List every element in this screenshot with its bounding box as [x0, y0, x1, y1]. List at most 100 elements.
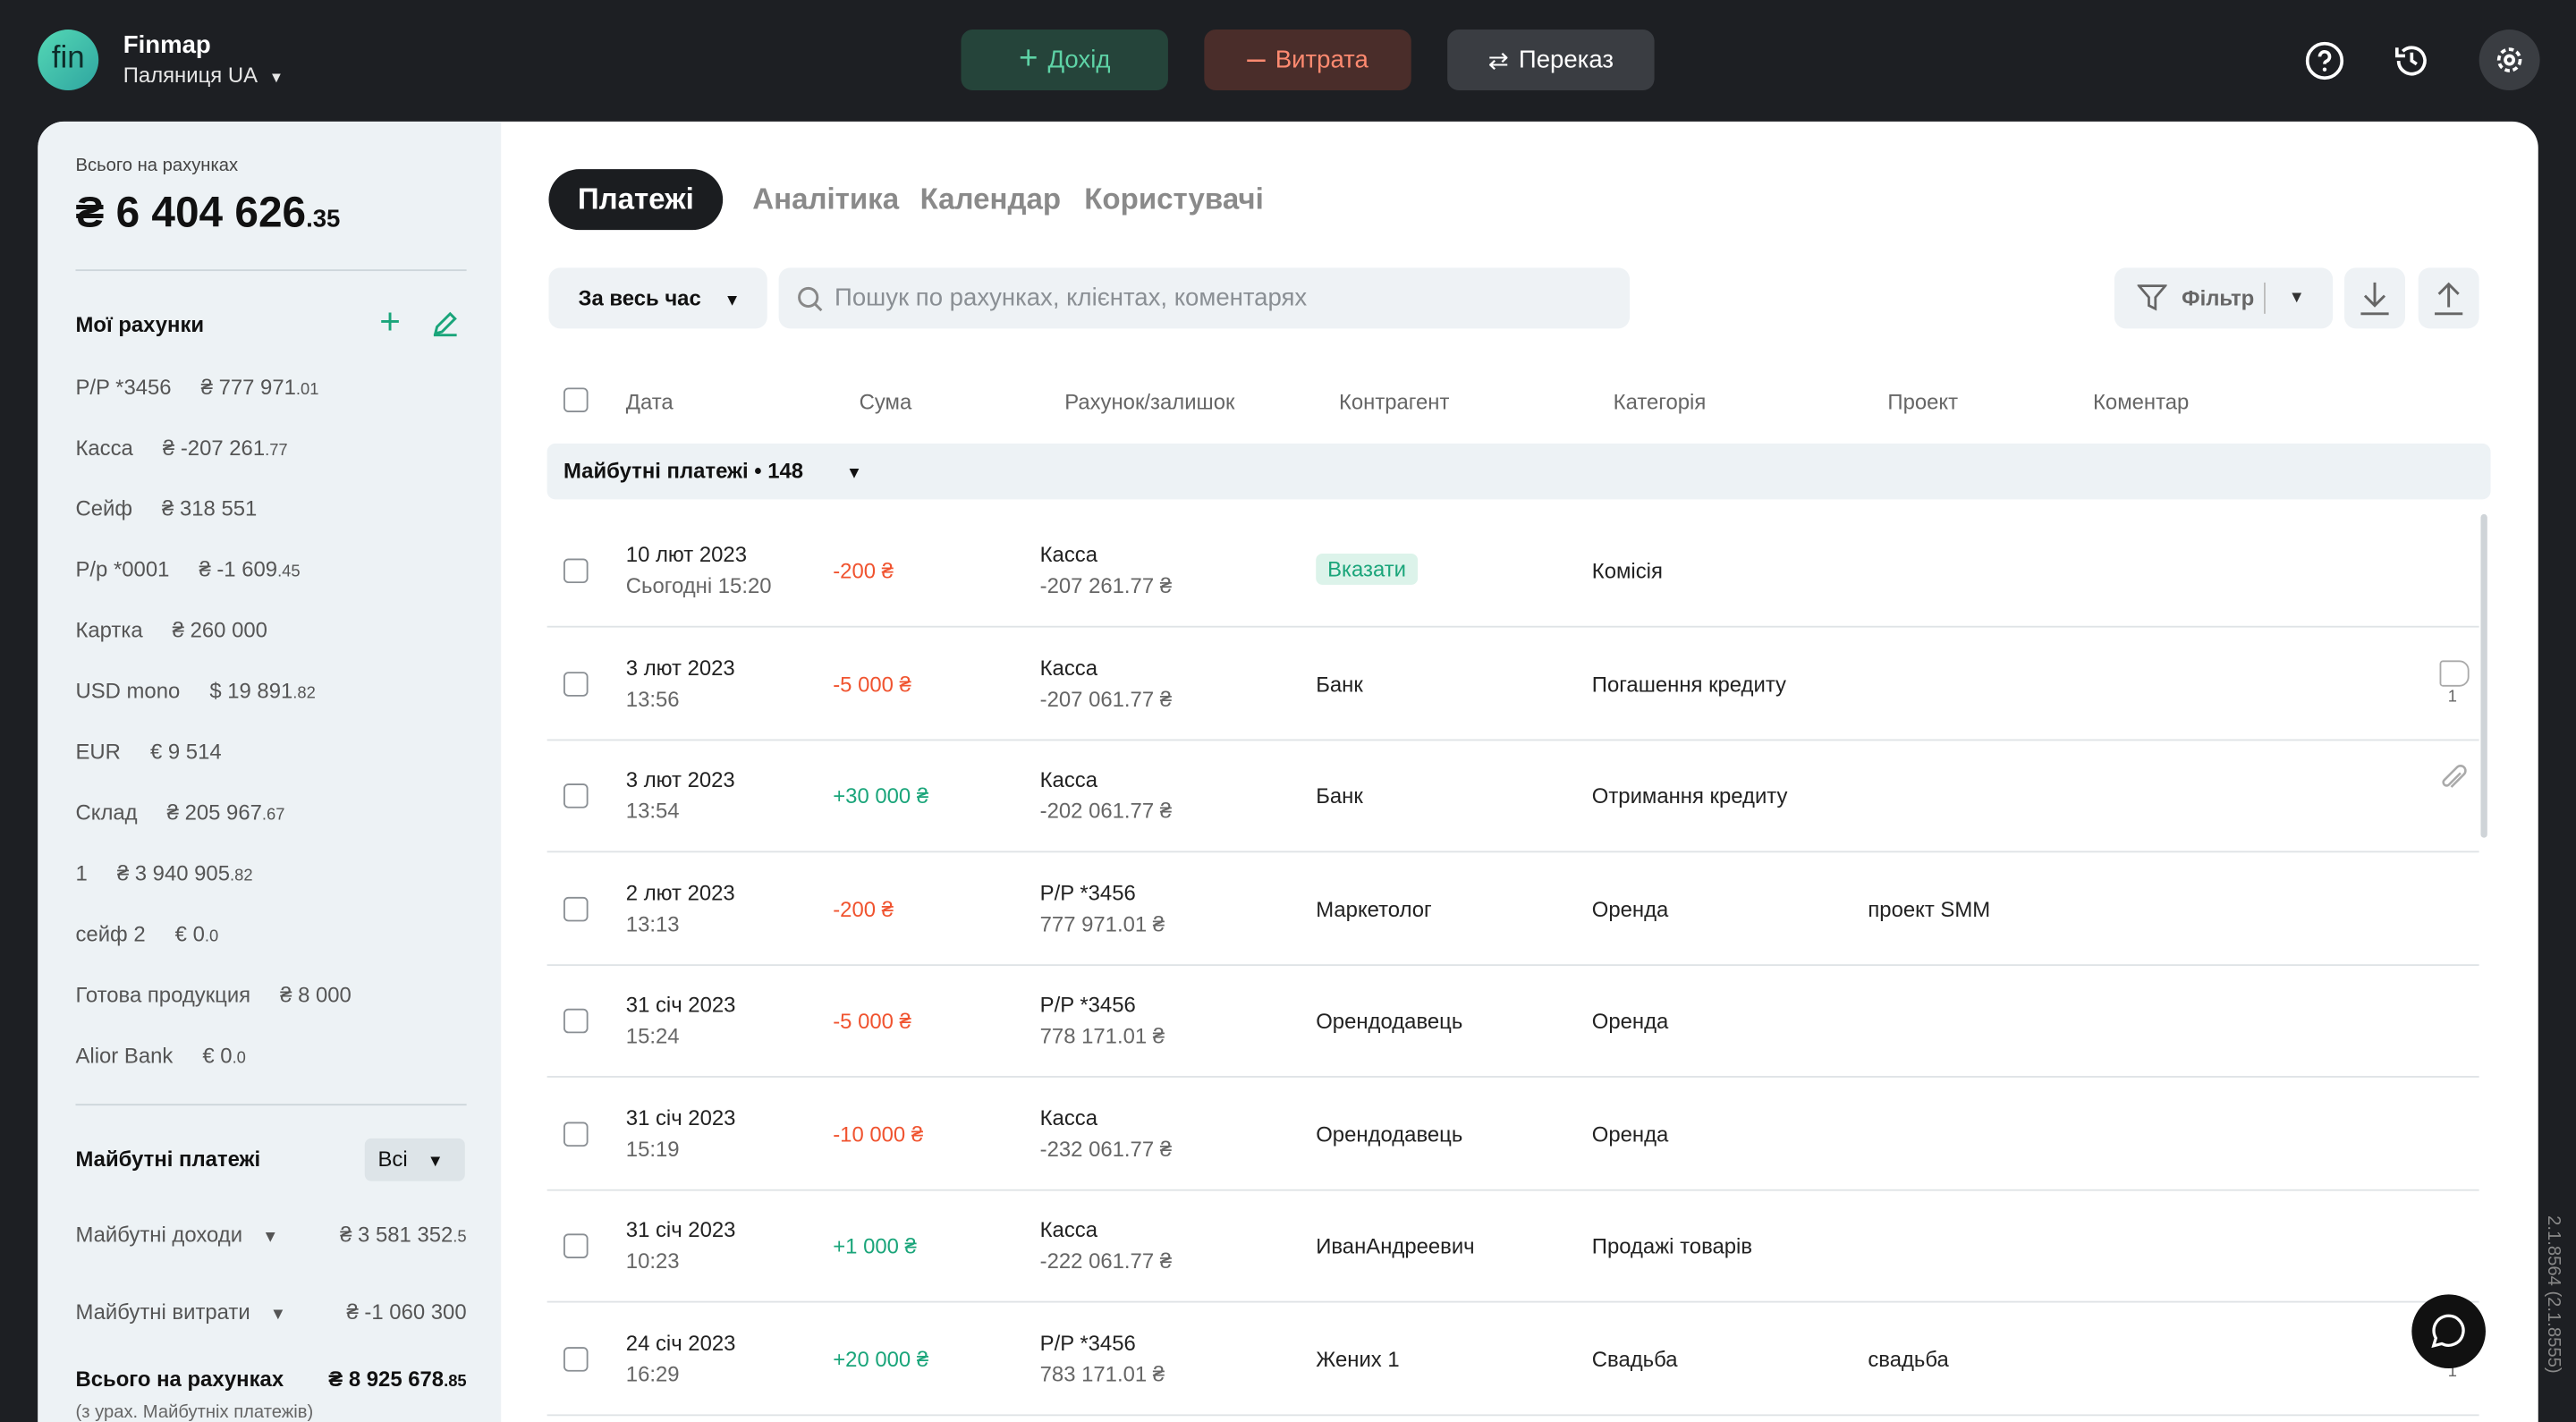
- account[interactable]: Сейф ₴ 318 551: [75, 496, 257, 521]
- account-amount: ₴ -207 261.77: [163, 436, 288, 461]
- counterparty-badge[interactable]: Вказати: [1316, 553, 1418, 585]
- column-header: Дата: [625, 389, 674, 414]
- category: Погашення кредиту: [1591, 671, 1786, 696]
- edit-accounts[interactable]: [432, 310, 458, 337]
- account-amount: ₴ 260 000: [173, 618, 267, 643]
- amount: -10 000 ₴: [833, 1121, 924, 1147]
- column-header: Проект: [1887, 389, 1959, 414]
- payment-row[interactable]: 31 січ 2023 15:19 -10 000 ₴ Касса -232 061.7…: [547, 1077, 2479, 1190]
- account: Касса: [1039, 1217, 1098, 1242]
- workspace[interactable]: Паляниця UA ▼: [123, 63, 284, 88]
- amount: ₴ 6 404 626: [75, 187, 307, 237]
- tab[interactable]: Календар: [919, 182, 1062, 216]
- payment-row[interactable]: 31 січ 2023 15:24 -5 000 ₴ P/P *3456 778 171…: [547, 964, 2479, 1078]
- account[interactable]: Склад ₴ 205 967.67: [75, 800, 284, 825]
- group-row[interactable]: Майбутні платежі • 148 ▼: [547, 443, 2491, 500]
- period-select[interactable]: За весь час ▼: [548, 267, 767, 329]
- balance: -207 061.77 ₴: [1039, 685, 1173, 711]
- upload-button[interactable]: [2418, 267, 2479, 329]
- account-amount: ₴ 8 000: [280, 982, 352, 1007]
- tag-icon[interactable]: [2439, 659, 2470, 686]
- counterparty: Орендодавець: [1316, 1008, 1463, 1034]
- download-icon: [2360, 282, 2389, 316]
- row-checkbox[interactable]: [564, 1008, 589, 1034]
- project: свадьба: [1868, 1346, 1949, 1371]
- account[interactable]: Касса ₴ -207 261.77: [75, 436, 287, 461]
- time: 13:56: [625, 685, 680, 711]
- chat-button[interactable]: [2411, 1294, 2486, 1369]
- row-checkbox[interactable]: [564, 783, 589, 808]
- balance: -232 061.77 ₴: [1039, 1136, 1173, 1161]
- account-name: EUR: [75, 739, 121, 765]
- amount: ₴ 8 925 678.85: [328, 1367, 466, 1392]
- add-account[interactable]: +: [379, 300, 401, 343]
- account[interactable]: Alior Bank € 0.0: [75, 1043, 245, 1068]
- account[interactable]: сейф 2 € 0.0: [75, 921, 218, 946]
- time: 13:54: [625, 798, 680, 824]
- payment-row[interactable]: 2 лют 2023 13:13 -200 ₴ P/P *3456 777 971.01…: [547, 851, 2479, 966]
- column-header: Коментар: [2093, 389, 2190, 414]
- row-checkbox[interactable]: [564, 1233, 589, 1258]
- label: Всі: [377, 1147, 408, 1172]
- account-amount: ₴ 205 967.67: [167, 800, 285, 825]
- filter-icon: [2137, 284, 2167, 311]
- account: P/P *3456: [1039, 879, 1136, 905]
- balance: 783 171.01 ₴: [1039, 1360, 1165, 1386]
- account[interactable]: Готова продукция ₴ 8 000: [75, 982, 351, 1007]
- tab[interactable]: Аналітика: [752, 182, 900, 216]
- row-checkbox[interactable]: [564, 1121, 589, 1147]
- account[interactable]: Картка ₴ 260 000: [75, 618, 267, 643]
- attachment-icon[interactable]: [2429, 759, 2470, 800]
- date: 31 січ 2023: [625, 992, 736, 1017]
- account[interactable]: USD mono $ 19 891.82: [75, 679, 315, 704]
- settings-icon: [2496, 47, 2522, 72]
- tab[interactable]: Користувачі: [1084, 182, 1264, 216]
- select-all[interactable]: [564, 387, 589, 413]
- row-checkbox[interactable]: [564, 671, 589, 696]
- transfer-button[interactable]: ⇄ Переказ: [1447, 30, 1655, 91]
- payment-row[interactable]: 31 січ 2023 10:23 +1 000 ₴ Касса -222 061.77…: [547, 1189, 2479, 1303]
- icon: –: [1247, 40, 1266, 78]
- settings-button[interactable]: [2479, 30, 2540, 91]
- filter-button[interactable]: Фільтр ▼: [2114, 267, 2334, 329]
- total-amount: ₴ 6 404 626.35: [75, 187, 340, 238]
- account[interactable]: P/P *3456 ₴ 777 971.01: [75, 375, 318, 400]
- account[interactable]: Р/р *0001 ₴ -1 609.45: [75, 557, 300, 582]
- tab-active[interactable]: Платежі: [548, 169, 724, 231]
- help-icon[interactable]: [2305, 41, 2344, 80]
- future-filter[interactable]: Всі ▼: [364, 1138, 465, 1181]
- project: проект SMM: [1868, 895, 1991, 921]
- account[interactable]: 1 ₴ 3 940 905.82: [75, 860, 252, 885]
- payment-row[interactable]: 3 лют 2023 13:56 -5 000 ₴ Касса -207 061.77 …: [547, 627, 2479, 741]
- balance: 777 971.01 ₴: [1039, 910, 1165, 936]
- value: € 0: [174, 921, 205, 946]
- payment-row[interactable]: 24 січ 2023 16:29 +20 000 ₴ P/P *3456 783 17…: [547, 1302, 2479, 1416]
- logo[interactable]: fin: [38, 30, 99, 91]
- scrollbar[interactable]: [2480, 513, 2487, 838]
- sidebar: Всього на рахунках ₴ 6 404 626.35 Мої ра…: [38, 121, 502, 1422]
- row-checkbox[interactable]: [564, 895, 589, 921]
- row-checkbox[interactable]: [564, 1346, 589, 1371]
- account-amount: ₴ 3 940 905.82: [117, 860, 253, 885]
- tag-count: 1: [2447, 687, 2457, 706]
- search-input[interactable]: Пошук по рахунках, клієнтах, коментарях: [778, 267, 1631, 329]
- company[interactable]: Finmap: [123, 30, 211, 60]
- income-button[interactable]: + Дохід: [961, 30, 1168, 91]
- time: 15:24: [625, 1023, 680, 1048]
- account: P/P *3456: [1039, 992, 1136, 1017]
- row-checkbox[interactable]: [564, 558, 589, 584]
- account-amount: € 0.0: [175, 921, 219, 946]
- payment-row[interactable]: 3 лют 2023 13:54 +30 000 ₴ Касса -202 061.77…: [547, 740, 2479, 853]
- account: Касса: [1039, 542, 1098, 567]
- category: Оренда: [1591, 1008, 1669, 1034]
- expense-button[interactable]: – Витрата: [1204, 30, 1411, 91]
- value: ₴ 260 000: [172, 617, 267, 643]
- account[interactable]: EUR € 9 514: [75, 740, 221, 765]
- category: Продажі товарів: [1591, 1233, 1753, 1258]
- history-icon[interactable]: [2392, 41, 2431, 80]
- account-amount: ₴ -1 609.45: [199, 557, 300, 582]
- payment-row[interactable]: 10 лют 2023 Сьогодні 15:20 -200 ₴ Касса -207…: [547, 514, 2479, 628]
- caret: ▼: [262, 1228, 279, 1248]
- download-button[interactable]: [2344, 267, 2405, 329]
